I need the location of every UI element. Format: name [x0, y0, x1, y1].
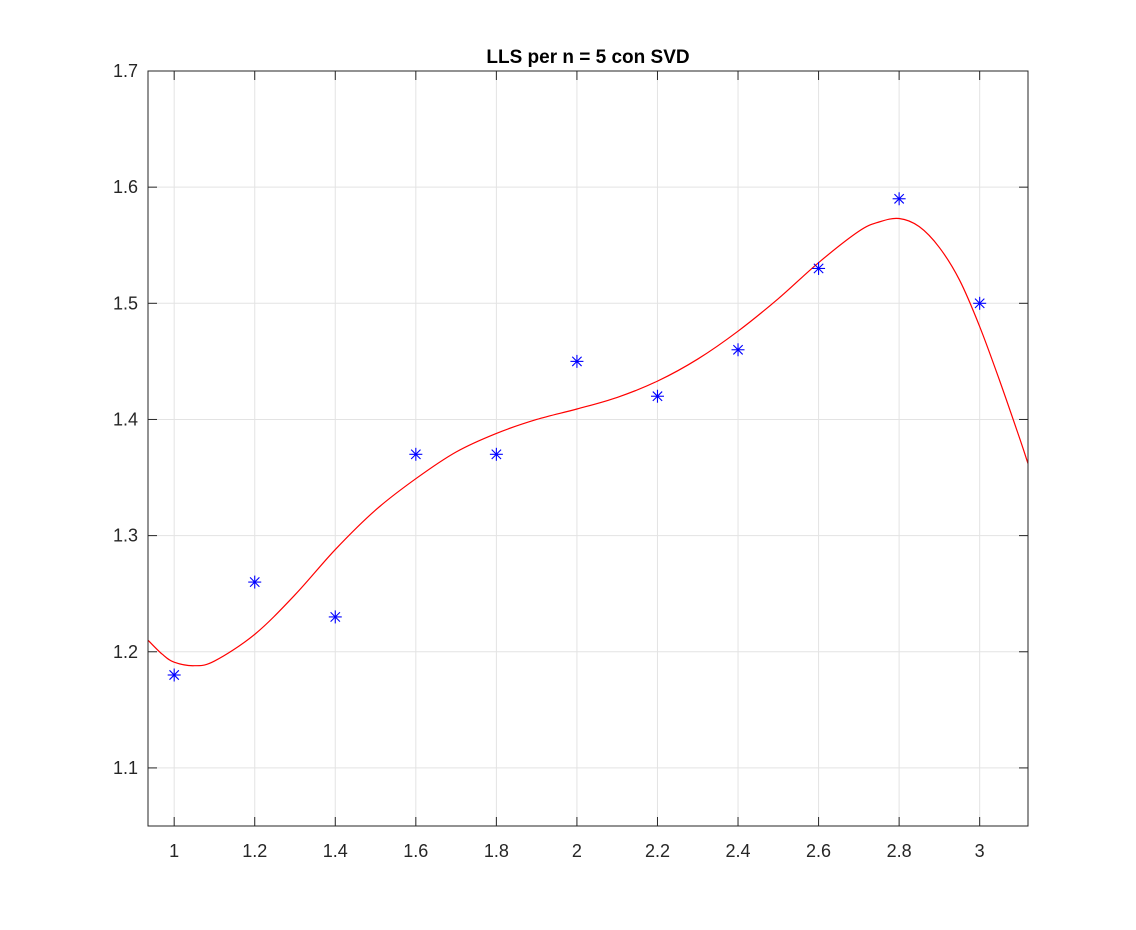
x-tick-label: 1.4	[323, 841, 348, 861]
axes-background	[148, 71, 1028, 826]
plot-area: 1 1.2 1.4 1.6 1.8 2 2.2 2.4 2.6 2.8 3 1.1 1.2 1.3 1.4 1…	[113, 61, 1029, 861]
x-tick-label: 3	[975, 841, 985, 861]
x-tick-label: 1.2	[242, 841, 267, 861]
x-tick-label: 1.6	[403, 841, 428, 861]
x-tick-label: 2.8	[887, 841, 912, 861]
grid	[148, 70, 1028, 826]
data-point	[248, 575, 262, 589]
y-tick-label: 1.4	[113, 409, 138, 429]
data-point	[973, 296, 987, 310]
y-tick-label: 1.2	[113, 642, 138, 662]
x-tick-label: 2	[572, 841, 582, 861]
y-tick-label: 1.5	[113, 293, 138, 313]
y-tick-label: 1.6	[113, 177, 138, 197]
x-tick-label: 1.8	[484, 841, 509, 861]
tick-labels: 1 1.2 1.4 1.6 1.8 2 2.2 2.4 2.6 2.8 3 1.1 1.2 1.3 1.4 1…	[113, 61, 985, 861]
ticks	[148, 70, 1028, 826]
x-tick-label: 2.6	[806, 841, 831, 861]
y-tick-label: 1.1	[113, 758, 138, 778]
fit-curve	[148, 217, 1028, 667]
data-point	[167, 668, 181, 682]
data-point	[812, 261, 826, 275]
data-point	[328, 610, 342, 624]
data-point	[570, 354, 584, 368]
data-point	[489, 447, 503, 461]
y-tick-label: 1.7	[113, 61, 138, 81]
x-tick-label: 2.2	[645, 841, 670, 861]
axes-box	[147, 70, 1029, 827]
data-points-layer	[167, 192, 987, 682]
x-tick-label: 2.4	[726, 841, 751, 861]
data-point	[892, 192, 906, 206]
data-point	[650, 389, 664, 403]
data-point	[409, 447, 423, 461]
y-tick-label: 1.3	[113, 526, 138, 546]
x-tick-label: 1	[169, 841, 179, 861]
data-point	[731, 343, 745, 357]
fit-curve-layer	[148, 217, 1028, 667]
chart-title: LLS per n = 5 con SVD	[486, 47, 689, 68]
